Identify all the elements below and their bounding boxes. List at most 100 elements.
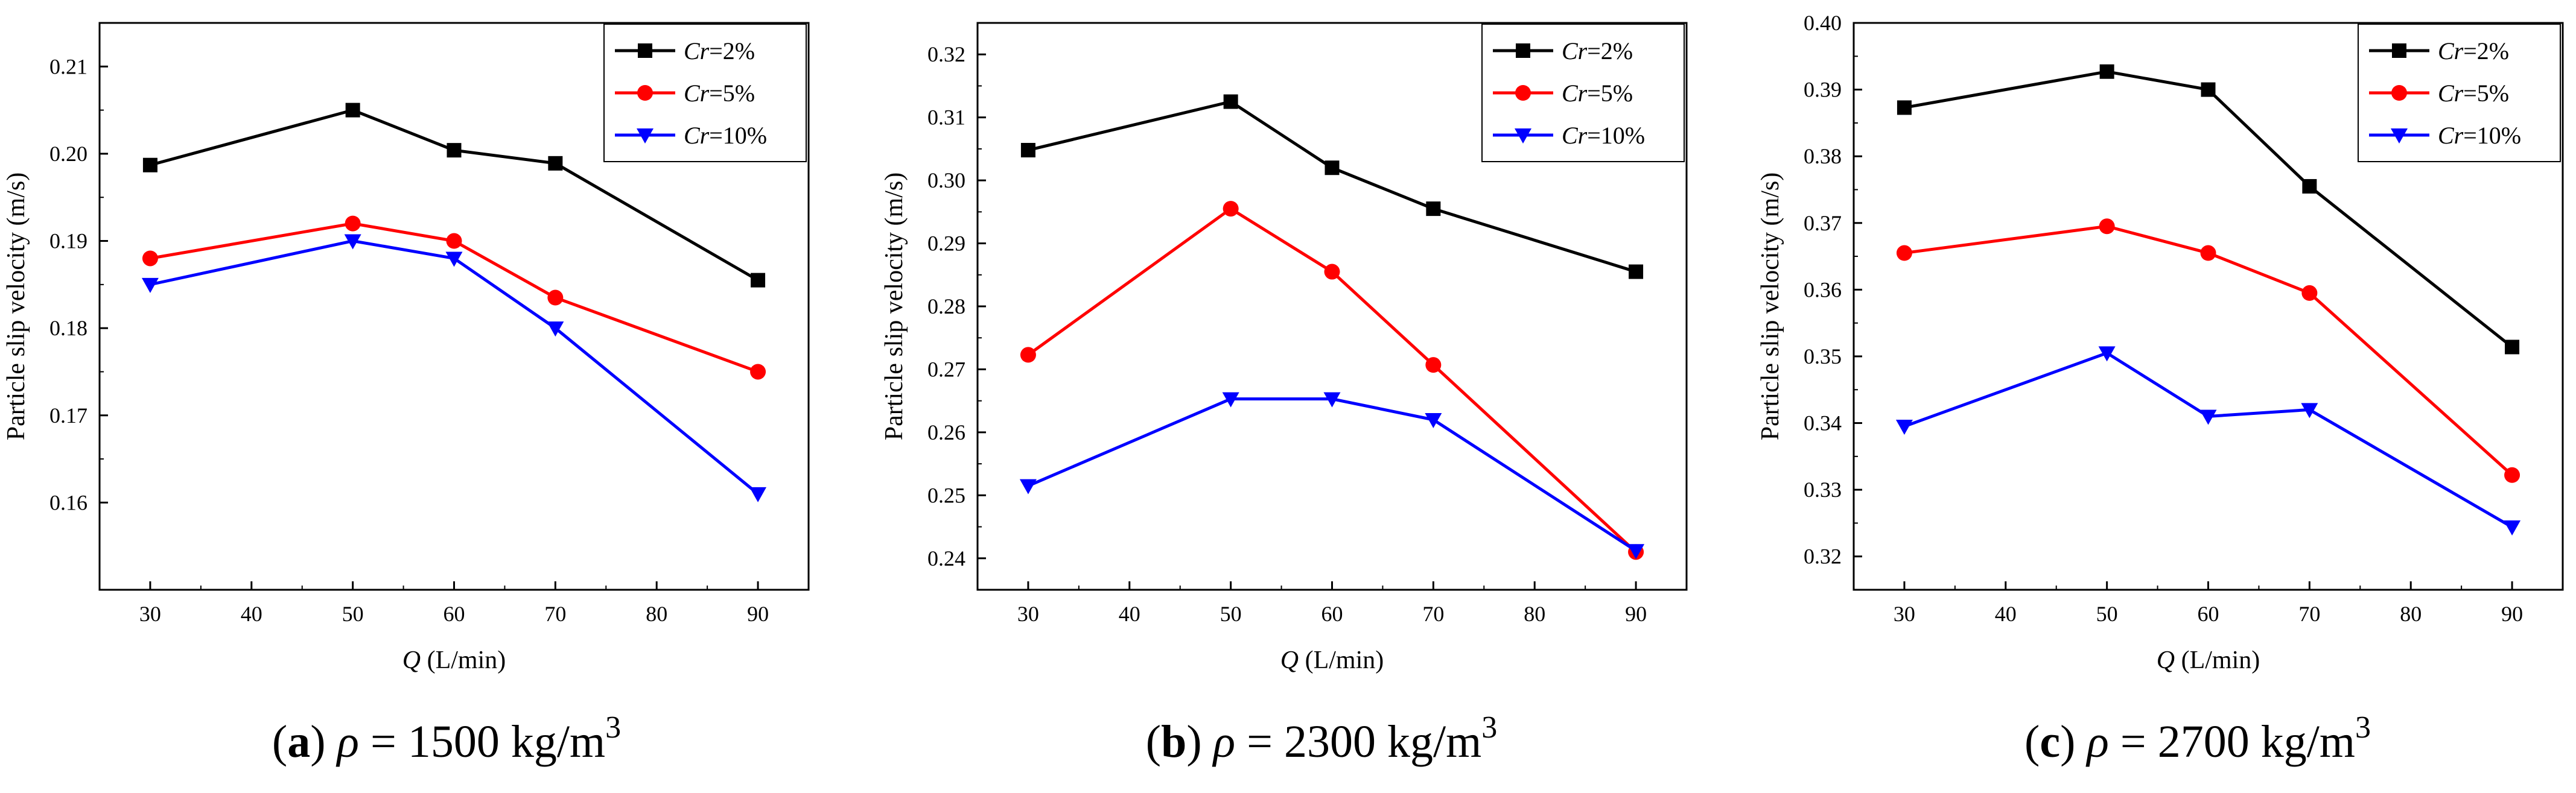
y-axis-label: Particle slip velocity (m/s)	[1757, 172, 1784, 440]
x-tick-label: 70	[544, 602, 566, 626]
x-tick-label: 60	[444, 602, 465, 626]
x-tick-label: 30	[1894, 602, 1915, 626]
x-tick-label: 30	[1017, 602, 1039, 626]
y-tick-label: 0.33	[1804, 478, 1842, 502]
y-tick-label: 0.39	[1804, 78, 1842, 102]
legend-label: Cr=5%	[2438, 80, 2509, 107]
data-point	[1223, 201, 1239, 217]
data-point	[345, 215, 361, 232]
y-tick-label: 0.40	[1804, 11, 1842, 35]
legend: Cr=2% Cr=5% Cr=10%	[2358, 24, 2561, 162]
y-tick-label: 0.32	[1804, 545, 1842, 569]
legend-label: Cr=2%	[2438, 37, 2509, 65]
x-tick-label: 50	[342, 602, 364, 626]
data-point	[344, 234, 361, 250]
data-point	[2098, 346, 2116, 362]
panel-caption: (c) ρ = 2700 kg/m3	[2024, 710, 2371, 767]
y-axis-label: Particle slip velocity (m/s)	[2, 172, 30, 440]
y-tick-label: 0.18	[49, 316, 87, 340]
x-tick-label: 50	[2096, 602, 2118, 626]
data-point	[749, 487, 767, 502]
y-tick-label: 0.17	[49, 403, 87, 428]
y-tick-label: 0.28	[927, 294, 965, 318]
series-2	[141, 234, 767, 502]
y-tick-label: 0.34	[1804, 411, 1842, 435]
data-point	[2200, 245, 2216, 261]
legend-marker	[2392, 43, 2406, 58]
x-axis-label: Q (L/min)	[402, 646, 506, 674]
x-tick-label: 70	[2298, 602, 2320, 626]
chart-panel-c: 30 40 50 60 70 80 90 0.32 0.33 0.34 0.35 0.36 0.37 0.…	[1757, 11, 2564, 767]
series-line	[1027, 397, 1637, 552]
x-tick-label: 80	[646, 602, 667, 626]
series-line	[1904, 351, 2513, 529]
legend-label: Cr=10%	[684, 122, 767, 149]
data-point	[1020, 142, 1035, 157]
legend-label: Cr=10%	[2438, 122, 2521, 149]
y-tick-label: 0.35	[1804, 344, 1842, 368]
legend-label: Cr=5%	[1562, 80, 1633, 107]
legend-marker	[637, 128, 654, 144]
legend-label: Cr=2%	[684, 37, 755, 65]
data-point	[1325, 160, 1340, 175]
x-tick-label: 50	[1220, 602, 1242, 626]
data-point	[141, 277, 159, 293]
data-point	[1896, 245, 1912, 261]
legend: Cr=2% Cr=5% Cr=10%	[603, 24, 807, 162]
x-tick-label: 40	[241, 602, 262, 626]
y-tick-label: 0.26	[927, 420, 965, 444]
data-point	[1223, 94, 1238, 109]
x-tick-label: 90	[747, 602, 769, 626]
x-tick-label: 30	[139, 602, 161, 626]
data-point	[1627, 544, 1645, 560]
data-point	[447, 143, 462, 158]
data-point	[2301, 403, 2318, 419]
data-point	[1425, 357, 1442, 373]
data-point	[548, 156, 563, 171]
series-1	[1896, 218, 2520, 483]
data-point	[445, 251, 463, 267]
x-tick-label: 90	[2501, 602, 2523, 626]
data-point	[2302, 179, 2317, 194]
y-tick-label: 0.38	[1804, 144, 1842, 168]
data-point	[142, 250, 158, 267]
series-line	[1904, 224, 2513, 476]
y-tick-label: 0.29	[927, 232, 965, 256]
legend-label: Cr=5%	[684, 80, 755, 107]
x-tick-label: 40	[1119, 602, 1140, 626]
data-point	[1425, 413, 1442, 428]
data-point	[2199, 409, 2217, 425]
series-2	[1895, 346, 2521, 536]
legend-marker	[1515, 128, 1531, 144]
series-line	[150, 239, 759, 495]
y-tick-label: 0.25	[927, 483, 965, 507]
y-tick-label: 0.37	[1804, 211, 1842, 235]
data-point	[1324, 264, 1340, 280]
x-tick-label: 60	[1321, 602, 1343, 626]
y-tick-label: 0.24	[927, 546, 965, 570]
data-point	[2099, 64, 2114, 79]
data-point	[750, 364, 766, 380]
y-axis-label: Particle slip velocity (m/s)	[880, 172, 908, 440]
x-tick-label: 60	[2198, 602, 2219, 626]
series-0	[142, 103, 766, 288]
series-1	[142, 215, 766, 380]
x-tick-label: 80	[1524, 602, 1545, 626]
y-tick-label: 0.19	[49, 229, 87, 253]
data-point	[2505, 340, 2520, 355]
x-axis-label: Q (L/min)	[1280, 646, 1384, 674]
x-tick-label: 70	[1422, 602, 1444, 626]
series-0	[1020, 94, 1644, 279]
data-point	[1897, 100, 1912, 115]
y-tick-label: 0.31	[927, 106, 965, 130]
data-point	[446, 233, 462, 249]
y-tick-label: 0.36	[1804, 277, 1842, 302]
data-point	[1222, 392, 1239, 408]
legend: Cr=2% Cr=5% Cr=10%	[1481, 24, 1685, 162]
data-point	[2504, 467, 2520, 483]
series-1	[1020, 201, 1644, 560]
data-point	[2504, 520, 2521, 536]
x-tick-label: 90	[1625, 602, 1647, 626]
data-point	[142, 157, 157, 172]
